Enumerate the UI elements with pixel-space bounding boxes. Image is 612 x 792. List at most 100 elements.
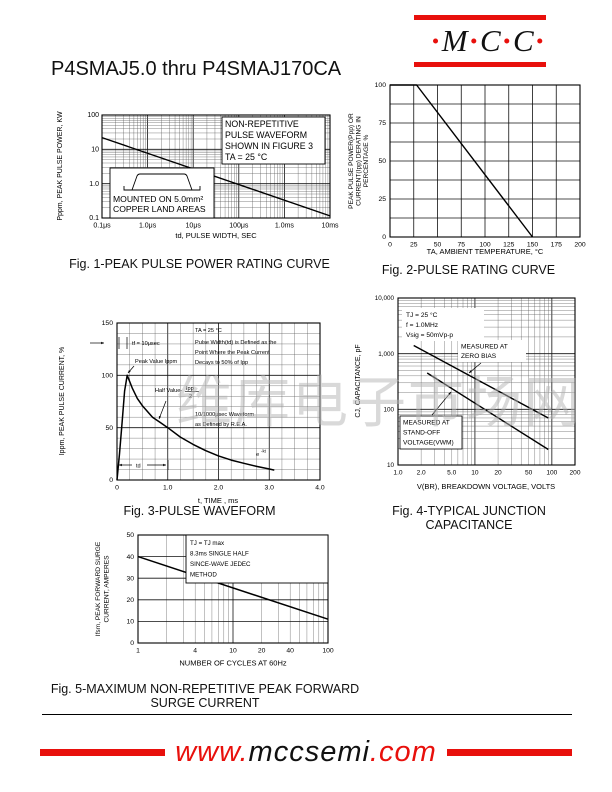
svg-text:METHOD: METHOD (190, 572, 217, 579)
svg-text:Ippm, PEAK PULSE CURRENT, %: Ippm, PEAK PULSE CURRENT, % (59, 347, 66, 456)
svg-text:MOUNTED ON 5.0mm²: MOUNTED ON 5.0mm² (113, 194, 203, 204)
svg-text:Pulse Width(td) is Defined as: Pulse Width(td) is Defined as the (195, 340, 276, 346)
svg-text:40: 40 (286, 648, 294, 655)
svg-text:V(BR), BREAKDOWN VOLTAGE, VOLT: V(BR), BREAKDOWN VOLTAGE, VOLTS (417, 482, 555, 491)
svg-text:SINCE-WAVE JEDEC: SINCE-WAVE JEDEC (190, 561, 251, 568)
svg-text:TA, AMBIENT TEMPERATURE, °C: TA, AMBIENT TEMPERATURE, °C (427, 247, 544, 256)
logo-text: ·M·C·C· (414, 20, 546, 62)
svg-text:0.1μs: 0.1μs (93, 223, 111, 230)
svg-text:-kt: -kt (261, 449, 267, 454)
svg-text:Ifsm, PEAK FORWARD SURGE: Ifsm, PEAK FORWARD SURGE (95, 541, 102, 636)
logo-dot: · (501, 23, 512, 58)
svg-text:0: 0 (109, 477, 113, 484)
fig1-caption: Fig. 1-PEAK PULSE POWER RATING CURVE (69, 257, 330, 271)
fig3-curve (116, 374, 275, 481)
fig2-curve (390, 84, 534, 238)
fig5-curve (137, 555, 329, 620)
svg-text:1.0: 1.0 (89, 181, 99, 188)
footer-right-bar (446, 749, 572, 756)
fig5-caption-line1: Fig. 5-MAXIMUM NON-REPETITIVE PEAK FORWA… (50, 682, 360, 696)
svg-text:100: 100 (479, 242, 491, 249)
fig1-ticks: 100 10 1.0 0.10.1μs 1.0μs 10μs 100μs 1.0ms 10ms (87, 112, 339, 229)
url-www: www. (175, 736, 249, 768)
fig5-caption-line2: SURGE CURRENT (150, 696, 260, 711)
svg-text:ZERO BIAS: ZERO BIAS (461, 353, 497, 360)
svg-text:10/1000μsec Waveform: 10/1000μsec Waveform (195, 412, 254, 418)
svg-text:0.1: 0.1 (89, 215, 99, 222)
svg-text:50: 50 (378, 158, 386, 165)
svg-text:Ipp: Ipp (186, 386, 194, 392)
svg-text:25: 25 (410, 242, 418, 249)
svg-text:TJ = 25 °C: TJ = 25 °C (406, 311, 438, 319)
fig3-pulse-waveform-chart: 0 50 100 150 0 1.0 2.0 3.0 4.0 t, TIME , ms Ippm, … (59, 320, 325, 505)
fig3-annotations: TA = 25 °C Pulse Width(td) is Defined as … (90, 328, 276, 470)
svg-text:1.0: 1.0 (393, 470, 402, 477)
fig4-caption: Fig. 4-TYPICAL JUNCTION CAPACITANCE (392, 504, 546, 533)
svg-text:1: 1 (136, 648, 140, 655)
svg-text:as Defined by R.E.A.: as Defined by R.E.A. (195, 422, 247, 428)
svg-text:0: 0 (388, 242, 392, 249)
svg-text:200: 200 (574, 242, 586, 249)
svg-text:2.0: 2.0 (214, 485, 224, 492)
website-link[interactable]: www.mccsemi.com (175, 736, 437, 769)
svg-text:50: 50 (105, 425, 113, 432)
svg-text:10: 10 (91, 147, 99, 154)
svg-text:VOLTAGE(VWM): VOLTAGE(VWM) (403, 440, 454, 447)
svg-text:10: 10 (387, 462, 395, 469)
svg-text:NUMBER OF CYCLES AT 60Hz: NUMBER OF CYCLES AT 60Hz (179, 659, 286, 668)
fig4-annotations: TJ = 25 °C f = 1.0MHz Vsig = 50mVp-p MEASUR… (399, 308, 526, 450)
svg-text:MEASURED AT: MEASURED AT (461, 344, 508, 351)
url-com: .com (369, 736, 437, 768)
svg-text:10: 10 (126, 619, 134, 626)
svg-text:f = 1.0MHz: f = 1.0MHz (406, 322, 438, 329)
svg-text:Vsig = 50mVp-p: Vsig = 50mVp-p (406, 332, 453, 339)
svg-text:Half Value-: Half Value- (155, 388, 182, 394)
svg-text:10μs: 10μs (186, 223, 202, 230)
svg-text:PULSE WAVEFORM: PULSE WAVEFORM (225, 130, 307, 140)
svg-text:4.0: 4.0 (315, 485, 325, 492)
svg-text:CURRENT(Ipp) DERATING IN: CURRENT(Ipp) DERATING IN (356, 116, 363, 206)
svg-text:10: 10 (229, 648, 237, 655)
svg-text:0: 0 (130, 640, 134, 647)
svg-text:1,000: 1,000 (378, 351, 394, 358)
footer-divider (42, 714, 572, 715)
fig3-ticks: 0 50 100 150 0 1.0 2.0 3.0 4.0 (102, 320, 325, 491)
fig4-ticks: 10 100 1,000 10,000 1.0 2.0 5.0 10 20 50 100 200 (375, 295, 581, 476)
svg-text:td, PULSE WIDTH, SEC: td, PULSE WIDTH, SEC (175, 231, 257, 240)
svg-text:TA = 25 °C: TA = 25 °C (195, 328, 222, 334)
logo-dot: · (534, 23, 545, 58)
logo-letter-c2: C (512, 23, 534, 58)
svg-text:200: 200 (569, 470, 580, 477)
svg-text:0: 0 (382, 234, 386, 241)
svg-text:75: 75 (378, 120, 386, 127)
url-domain: mccsemi (248, 736, 370, 768)
svg-text:100: 100 (87, 112, 99, 119)
logo-letter-c1: C (479, 23, 501, 58)
fig5-ticks: 0 10 20 30 40 50 1 4 10 20 40 100 (126, 532, 333, 654)
fig3-caption: Fig. 3-PULSE WAVEFORM (123, 504, 276, 518)
svg-text:Decays to 50% of Ipp: Decays to 50% of Ipp (195, 360, 248, 366)
footer-left-bar (40, 749, 166, 756)
svg-text:PERCENTAGE %: PERCENTAGE % (363, 135, 370, 188)
svg-text:100: 100 (322, 648, 334, 655)
logo-bottom-bar (414, 62, 546, 67)
svg-text:100: 100 (383, 407, 394, 414)
fig2-caption: Fig. 2-PULSE RATING CURVE (381, 263, 556, 277)
svg-text:150: 150 (102, 320, 114, 327)
fig2-pulse-rating-chart: 0 25 50 75 100 0 25 50 75 100 125 150 175 200 TA, AMBI… (348, 82, 586, 256)
svg-text:10,000: 10,000 (375, 295, 395, 302)
svg-text:1.0μs: 1.0μs (139, 223, 157, 230)
logo-letter-m: M (441, 23, 468, 58)
fig5-caption: Fig. 5-MAXIMUM NON-REPETITIVE PEAK FORWA… (40, 682, 370, 711)
svg-text:t, TIME , ms: t, TIME , ms (198, 496, 239, 505)
fig4-curves (413, 344, 549, 451)
svg-text:50: 50 (126, 532, 134, 539)
svg-text:NON-REPETITIVE: NON-REPETITIVE (225, 119, 299, 129)
svg-text:100: 100 (102, 373, 114, 380)
svg-text:25: 25 (378, 196, 386, 203)
svg-text:CJ, CAPACITANCE, pF: CJ, CAPACITANCE, pF (355, 344, 362, 417)
svg-text:Peak Value Ippm: Peak Value Ippm (135, 359, 178, 365)
svg-text:20: 20 (494, 470, 502, 477)
